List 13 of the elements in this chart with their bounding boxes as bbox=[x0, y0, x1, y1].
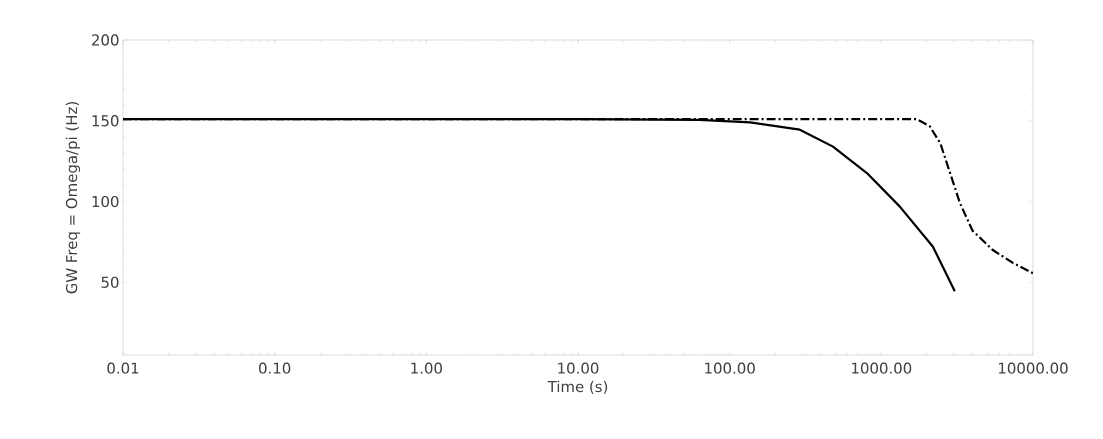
x-axis-title: Time (s) bbox=[547, 380, 608, 394]
x-tick-label: 1.00 bbox=[411, 362, 442, 374]
x-tick-label: 0.01 bbox=[107, 362, 139, 374]
x-tick-label: 1000.00 bbox=[852, 362, 912, 374]
x-tick-label: 100.00 bbox=[705, 362, 755, 374]
y-tick-label: 200 bbox=[92, 34, 119, 46]
x-tick-label: 0.10 bbox=[259, 362, 291, 374]
y-tick-label: 100 bbox=[92, 195, 119, 208]
y-tick-label: 50 bbox=[101, 276, 119, 288]
x-tick-label: 10.00 bbox=[558, 362, 599, 374]
y-axis-title: GW Freq = Omega/pi (Hz) bbox=[65, 102, 81, 294]
x-tick-label: 10000.00 bbox=[998, 362, 1068, 374]
y-tick-label: 150 bbox=[92, 115, 119, 127]
